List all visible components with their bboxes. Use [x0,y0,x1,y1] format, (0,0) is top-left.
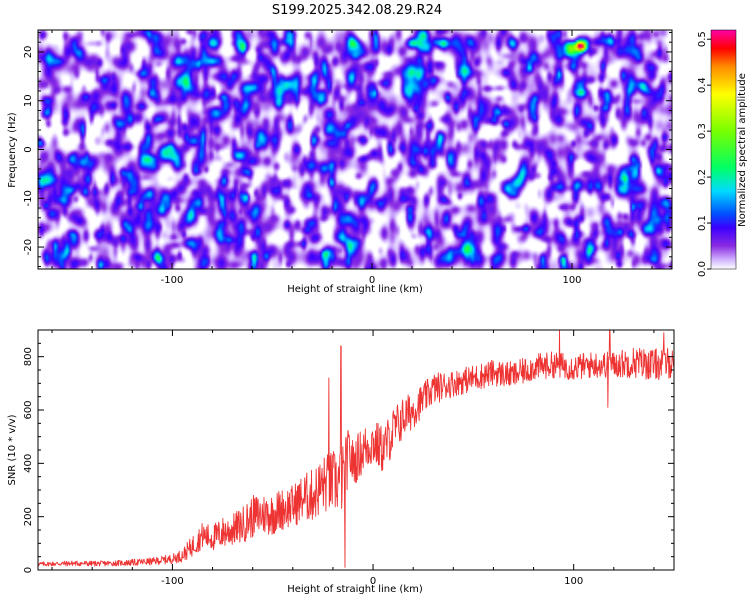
snr-y-tick-label: 400 [23,454,34,473]
snr-x-tick-label: 100 [564,576,583,587]
colorbar: 0.0 0.1 0.2 0.3 0.4 0.5 Normalized spectral a… [697,29,748,277]
heatmap-y-tick-label: 0 [23,146,34,152]
snr-x-label: Height of straight line (km) [287,584,423,595]
heatmap-y-tick-label: 20 [23,46,34,59]
snr-y-label: SNR (10 * v/v) [7,414,18,485]
colorbar-tick-label: 0.0 [697,261,708,277]
heatmap-y-axis: -20 -10 0 10 20 [23,31,672,268]
heatmap-x-tick-label: 100 [562,275,581,286]
heatmap-x-tick-label: 0 [369,275,375,286]
spectrogram-heatmap [38,30,672,269]
heatmap-y-tick-label: -10 [23,190,34,206]
snr-y-tick-label: 800 [23,347,34,366]
heatmap-y-tick-label: 10 [23,94,34,107]
snr-y-tick-label: 200 [23,507,34,526]
heatmap-x-tick-label: -100 [161,275,184,286]
heatmap-y-tick-label: -20 [23,239,34,255]
snr-x-tick-label: -100 [161,576,184,587]
snr-series-line [37,329,675,568]
colorbar-tick-label: 0.5 [697,31,708,47]
heatmap-x-label: Height of straight line (km) [287,284,423,295]
colorbar-tick-label: 0.1 [697,215,708,231]
snr-y-tick-label: 600 [23,400,34,419]
snr-y-tick-label: 0 [23,567,34,573]
figure-title: S199.2025.342.08.29.R24 [272,3,442,18]
heatmap-y-label: Frequency (Hz) [7,112,18,188]
colorbar-gradient [710,29,737,270]
colorbar-axis: 0.0 0.1 0.2 0.3 0.4 0.5 [697,31,711,277]
snr-x-axis: -100 0 100 [51,330,655,587]
heatmap-x-axis: -100 0 100 [51,30,653,286]
snr-y-axis: 0 200 400 600 800 [23,342,674,573]
colorbar-label: Normalized spectral amplitude [737,73,748,227]
colorbar-tick-label: 0.4 [697,77,708,93]
snr-x-tick-label: 0 [370,576,376,587]
colorbar-tick-label: 0.2 [697,169,708,185]
snr-panel: -100 0 100 0 200 400 600 800 Height of straigh… [7,329,675,595]
colorbar-tick-label: 0.3 [697,123,708,139]
